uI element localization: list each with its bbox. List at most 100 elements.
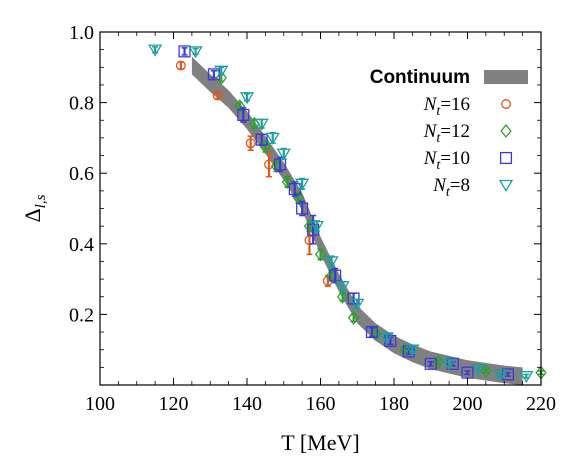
marker-diamond xyxy=(336,289,349,304)
marker-square xyxy=(424,357,437,370)
data-point xyxy=(207,68,220,81)
ticks-layer: 100 120 140 160 180 200 220 0.2 0.4 0.6 0.8 1.0 xyxy=(69,22,556,415)
data-point xyxy=(519,371,534,384)
legend-label-circle: Nt=16 xyxy=(423,94,470,119)
marker-square xyxy=(365,325,378,339)
marker-square xyxy=(178,45,191,58)
legend-label-triangle-down: Nt=8 xyxy=(432,175,470,200)
marker-triangle-down xyxy=(276,148,291,161)
data-point xyxy=(175,60,186,71)
y-tick-label: 0.8 xyxy=(69,93,94,115)
data-point xyxy=(296,200,309,217)
data-point xyxy=(237,107,250,123)
continuum-band-layer xyxy=(191,56,523,385)
marker-circle xyxy=(175,60,186,71)
data-point xyxy=(212,90,223,101)
data-point xyxy=(214,65,229,78)
marker-circle xyxy=(212,90,223,101)
marker-square xyxy=(237,108,250,122)
data-point xyxy=(441,358,457,371)
data-point xyxy=(239,92,255,105)
marker-diamond xyxy=(347,310,360,325)
marker-triangle-down xyxy=(239,92,255,105)
marker-triangle-down xyxy=(350,298,365,311)
marker-square xyxy=(255,133,268,146)
series-diamond xyxy=(215,70,547,380)
data-point xyxy=(324,255,339,269)
data-point xyxy=(405,344,420,357)
legend-marker-diamond xyxy=(500,123,512,139)
x-axis-label: T [MeV] xyxy=(281,430,359,455)
y-axis-label-main: Δ xyxy=(20,208,45,222)
marker-triangle-down xyxy=(294,178,310,191)
marker-triangle-down xyxy=(147,44,163,57)
data-point xyxy=(336,289,349,304)
marker-triangle-down xyxy=(335,281,350,294)
legend-label-diamond: Nt=12 xyxy=(423,121,470,146)
data-point xyxy=(424,357,437,370)
data-point xyxy=(147,44,163,57)
marker-square xyxy=(329,269,342,282)
data-point xyxy=(314,247,327,262)
marker-triangle-down xyxy=(379,332,394,345)
x-tick-label: 200 xyxy=(453,393,483,415)
marker-triangle-down xyxy=(493,369,508,382)
marker-triangle-down xyxy=(441,358,457,371)
marker-diamond xyxy=(215,70,227,85)
legend-marker-triangle-down xyxy=(498,179,514,192)
y-tick-label: 0.6 xyxy=(69,163,94,185)
data-point xyxy=(501,368,514,381)
marker-square xyxy=(446,357,459,370)
marker-diamond xyxy=(314,247,327,262)
data-point xyxy=(307,214,320,245)
marker-diamond xyxy=(281,174,294,190)
data-point xyxy=(493,369,508,382)
x-tick-label: 160 xyxy=(306,393,336,415)
data-point xyxy=(379,332,394,345)
data-point xyxy=(365,325,378,339)
data-point xyxy=(471,363,486,377)
x-tick-label: 180 xyxy=(379,393,409,415)
marker-triangle-down xyxy=(265,132,280,145)
data-point xyxy=(309,220,324,234)
y-tick-label: 1.0 xyxy=(69,22,94,44)
marker-diamond xyxy=(234,99,246,114)
legend-swatch-continuum xyxy=(484,70,528,84)
data-point xyxy=(254,118,269,131)
x-tick-label: 140 xyxy=(232,393,262,415)
marker-triangle-down xyxy=(188,46,203,59)
y-tick-label: 0.2 xyxy=(69,304,94,326)
data-point xyxy=(276,147,291,161)
marker-circle xyxy=(245,138,256,149)
y-tick-label: 0.4 xyxy=(69,234,94,256)
data-point xyxy=(245,135,256,152)
marker-square xyxy=(274,158,287,171)
y-axis-label-sub: l,s xyxy=(33,194,49,208)
data-point xyxy=(294,177,310,191)
data-point xyxy=(178,45,191,58)
data-point xyxy=(347,310,360,325)
legend-label-square: Nt=10 xyxy=(423,148,470,173)
data-point xyxy=(281,174,294,190)
data-point xyxy=(335,281,350,294)
marker-triangle-down xyxy=(405,344,420,357)
data-points-layer xyxy=(147,44,547,384)
marker-triangle-down xyxy=(254,118,269,131)
legend-marker-square xyxy=(499,151,513,165)
legend-label-continuum: Continuum xyxy=(370,67,470,88)
data-point xyxy=(188,46,203,59)
data-point xyxy=(255,133,268,146)
data-point xyxy=(274,156,287,173)
continuum-band xyxy=(191,56,523,385)
series-circle xyxy=(175,60,333,287)
marker-triangle-down xyxy=(214,65,229,78)
marker-triangle-down xyxy=(324,256,339,269)
x-tick-label: 220 xyxy=(526,393,556,415)
x-tick-label: 120 xyxy=(159,393,189,415)
marker-triangle-down xyxy=(519,371,534,384)
y-axis-label: Δl,s xyxy=(20,194,49,222)
marker-triangle-down xyxy=(471,363,486,377)
series-triangle-down xyxy=(147,44,534,384)
